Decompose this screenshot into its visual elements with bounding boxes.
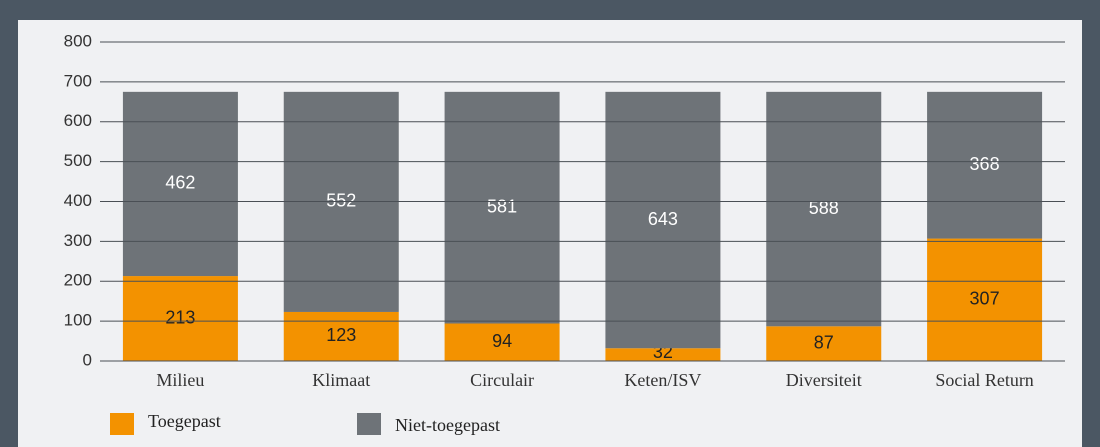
y-tick-label: 200	[64, 271, 92, 290]
bar-segment	[605, 348, 721, 361]
bar-segment	[766, 91, 882, 327]
y-tick-label: 800	[64, 31, 92, 50]
y-tick-label: 100	[64, 311, 92, 330]
data-label: 123	[326, 325, 356, 345]
x-tick-label: Klimaat	[312, 370, 370, 390]
y-tick-label: 0	[83, 350, 92, 369]
bar-segment	[927, 91, 1043, 239]
data-label: 581	[487, 196, 517, 216]
bar-segment	[122, 91, 238, 277]
data-label: 368	[970, 154, 1000, 174]
y-tick-label: 300	[64, 231, 92, 250]
x-tick-label: Social Return	[935, 370, 1033, 390]
bar-segment	[927, 238, 1043, 361]
x-tick-label: Circulair	[470, 370, 534, 390]
y-tick-label: 600	[64, 111, 92, 130]
bar-segment	[444, 323, 560, 361]
y-tick-label: 400	[64, 191, 92, 210]
bar-segment	[122, 276, 238, 361]
legend-swatch	[110, 413, 134, 435]
data-label: 213	[165, 307, 195, 327]
bar-segment	[766, 326, 882, 361]
y-tick-label: 700	[64, 71, 92, 90]
x-tick-label: Milieu	[156, 370, 204, 390]
bar-segment	[283, 311, 399, 361]
data-label: 462	[165, 173, 195, 193]
legend-swatch	[357, 413, 381, 435]
data-label: 643	[648, 209, 678, 229]
bar-segment	[444, 91, 560, 324]
data-label: 552	[326, 191, 356, 211]
data-label: 588	[809, 198, 839, 218]
x-tick-label: Keten/ISV	[624, 370, 701, 390]
legend-label: Toegepast	[148, 411, 221, 431]
y-tick-label: 500	[64, 151, 92, 170]
data-label: 94	[492, 331, 512, 351]
data-label: 87	[814, 332, 834, 352]
x-tick-label: Diversiteit	[786, 370, 862, 390]
legend-label: Niet-toegepast	[395, 415, 500, 435]
bar-segment	[605, 91, 721, 349]
data-label: 307	[970, 289, 1000, 309]
